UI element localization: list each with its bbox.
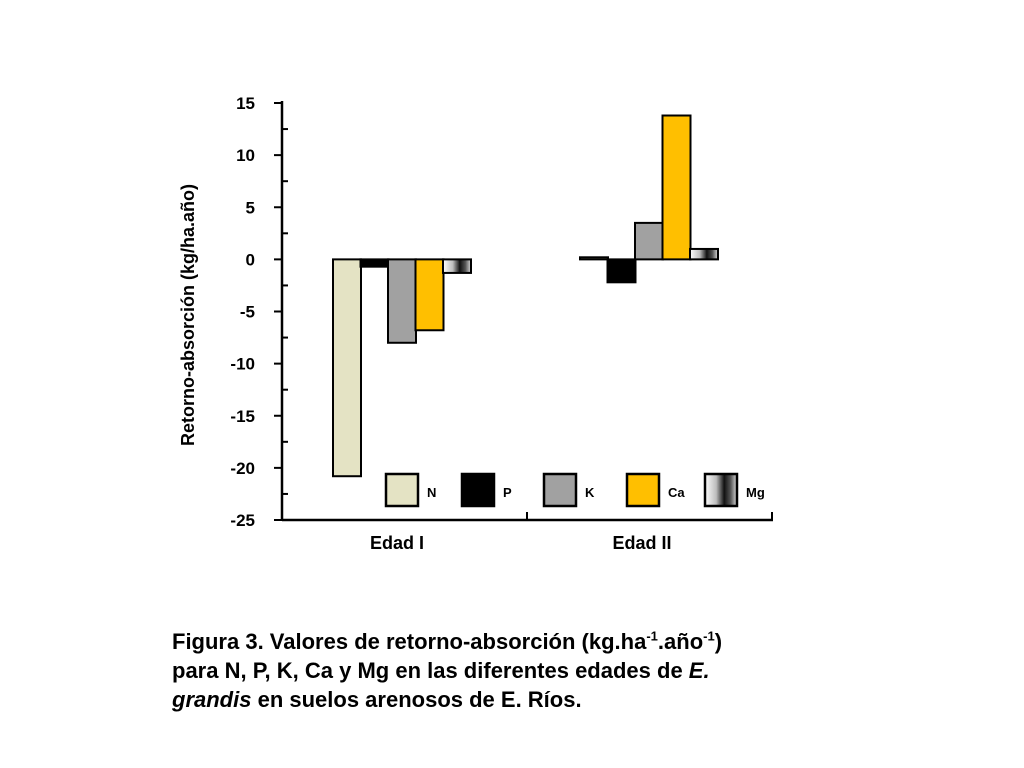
y-tick-label: -15 (230, 407, 255, 426)
figure-caption: Figura 3. Valores de retorno-absorción (… (172, 627, 872, 714)
caption-prefix: Figura 3. Valores de retorno-absorción (… (172, 629, 647, 654)
bar-k-2 (634, 221, 664, 261)
legend-label-n: N (427, 485, 436, 500)
caption-mid-1: .año (657, 629, 704, 654)
bar-ca-2 (661, 114, 692, 261)
caption-line-2: para N, P, K, Ca y Mg en las diferentes … (172, 658, 689, 683)
bar-chart: 15 10 5 0 -5 -10 -15 -20 -25 Edad I Edad II Retor… (178, 94, 773, 553)
legend-swatch-mg (703, 472, 739, 508)
legend-label-k: K (585, 485, 595, 500)
legend-swatch-n (384, 472, 420, 508)
legend-swatch-p (460, 472, 496, 508)
bar-mg-1 (442, 258, 472, 274)
y-axis-label: Retorno-absorción (kg/ha.año) (178, 184, 198, 446)
caption-suffix: en suelos arenosos de E. Ríos. (251, 687, 582, 712)
y-tick-label: 10 (236, 146, 255, 165)
caption-italic-genus: E. (688, 658, 710, 683)
legend-label-ca: Ca (668, 485, 685, 500)
category-label: Edad II (612, 533, 671, 553)
y-axis-ticks: 15 10 5 0 -5 -10 -15 -20 -25 (230, 94, 288, 530)
y-tick-label: 15 (236, 94, 255, 113)
caption-italic-species: grandis (172, 687, 252, 712)
y-tick-label: 0 (246, 250, 255, 269)
caption-mid-2: ) (714, 629, 723, 654)
bar-k-1 (387, 258, 417, 344)
bar-n-2 (579, 256, 609, 261)
legend-swatch-k (542, 472, 578, 508)
bar-ca-1 (414, 258, 445, 332)
category-label: Edad I (370, 533, 424, 553)
legend: N P K Ca Mg (384, 472, 765, 508)
bar-n-1 (332, 258, 362, 478)
y-tick-label: 5 (246, 198, 255, 217)
y-tick-label: -10 (230, 355, 255, 374)
bars (332, 114, 719, 478)
legend-swatch-ca (625, 472, 661, 508)
y-tick-label: -25 (230, 511, 255, 530)
y-tick-label: -20 (230, 459, 255, 478)
bar-mg-2 (689, 247, 719, 261)
legend-label-p: P (503, 485, 512, 500)
caption-sup-1: -1 (646, 628, 658, 644)
category-labels: Edad I Edad II (370, 533, 672, 553)
legend-label-mg: Mg (746, 485, 765, 500)
bar-p-1 (359, 258, 390, 268)
caption-sup-2: -1 (703, 628, 715, 644)
y-tick-label: -5 (240, 303, 255, 322)
bar-p-2 (606, 258, 637, 284)
